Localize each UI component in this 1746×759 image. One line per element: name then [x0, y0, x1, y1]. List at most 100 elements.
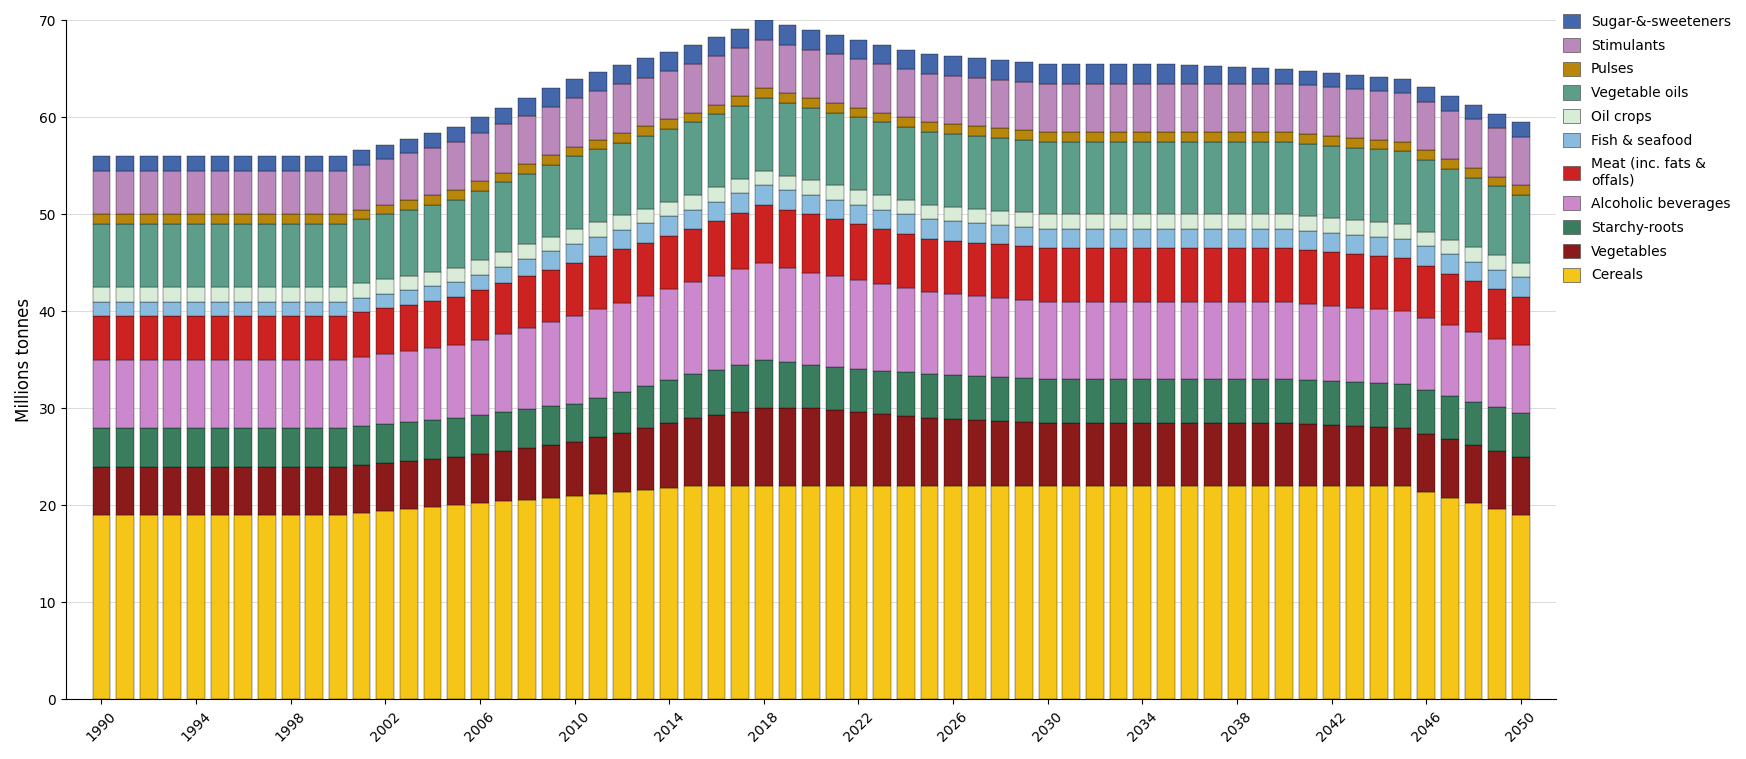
Bar	[353, 313, 370, 357]
Bar	[1227, 380, 1247, 423]
Bar	[1039, 248, 1056, 302]
Bar	[1488, 269, 1507, 289]
Bar	[801, 408, 821, 486]
Bar	[1180, 229, 1198, 248]
Bar	[400, 304, 417, 351]
Bar	[826, 103, 843, 112]
Bar	[494, 502, 512, 699]
Bar	[1465, 332, 1482, 402]
Bar	[306, 156, 323, 171]
Bar	[1133, 65, 1151, 83]
Bar	[967, 420, 985, 486]
Bar	[1063, 248, 1081, 302]
Bar	[187, 287, 204, 302]
Bar	[1063, 423, 1081, 486]
Bar	[826, 55, 843, 103]
Bar	[1063, 132, 1081, 142]
Bar	[1110, 486, 1128, 699]
Bar	[920, 74, 938, 122]
Bar	[637, 58, 655, 77]
Bar	[234, 171, 251, 215]
Bar	[234, 317, 251, 360]
Bar	[967, 376, 985, 420]
Bar	[873, 45, 890, 65]
Bar	[754, 263, 773, 360]
Bar	[1039, 229, 1056, 248]
Bar	[281, 224, 300, 287]
Bar	[590, 256, 608, 310]
Bar	[1158, 65, 1175, 83]
Bar	[519, 115, 536, 164]
Bar	[541, 251, 560, 269]
Bar	[1086, 423, 1103, 486]
Bar	[1063, 83, 1081, 132]
Bar	[211, 467, 229, 515]
Bar	[1110, 423, 1128, 486]
Bar	[281, 360, 300, 428]
Bar	[1488, 408, 1507, 451]
Bar	[613, 65, 630, 84]
Bar	[117, 287, 134, 302]
Bar	[897, 215, 915, 234]
Bar	[1180, 302, 1198, 380]
Bar	[1063, 142, 1081, 215]
Bar	[471, 339, 489, 415]
Bar	[1014, 227, 1034, 247]
Bar	[1039, 83, 1056, 132]
Bar	[1158, 486, 1175, 699]
Bar	[234, 428, 251, 467]
Bar	[754, 98, 773, 171]
Bar	[377, 463, 395, 511]
Bar	[471, 275, 489, 290]
Bar	[1299, 380, 1316, 424]
Bar	[660, 423, 677, 488]
Bar	[1418, 232, 1435, 247]
Bar	[1205, 215, 1222, 229]
Bar	[541, 156, 560, 165]
Bar	[920, 238, 938, 292]
Bar	[873, 486, 890, 699]
Bar	[447, 282, 464, 297]
Bar	[707, 56, 725, 105]
Bar	[1393, 311, 1411, 384]
Bar	[992, 128, 1009, 138]
Bar	[1133, 132, 1151, 142]
Bar	[281, 287, 300, 302]
Bar	[660, 289, 677, 380]
Bar	[660, 52, 677, 71]
Bar	[873, 209, 890, 229]
Bar	[1393, 238, 1411, 258]
Bar	[1110, 302, 1128, 380]
Bar	[945, 134, 962, 206]
Bar	[920, 55, 938, 74]
Bar	[945, 241, 962, 294]
Bar	[1465, 178, 1482, 247]
Bar	[732, 486, 749, 699]
Bar	[613, 143, 630, 216]
Bar	[1418, 433, 1435, 492]
Bar	[328, 156, 347, 171]
Bar	[613, 216, 630, 230]
Bar	[494, 124, 512, 173]
Bar	[93, 302, 110, 317]
Bar	[1086, 215, 1103, 229]
Bar	[826, 367, 843, 411]
Bar	[684, 65, 702, 112]
Bar	[1227, 215, 1247, 229]
Bar	[541, 88, 560, 107]
Bar	[826, 276, 843, 367]
Bar	[519, 409, 536, 448]
Bar	[967, 136, 985, 209]
Bar	[447, 505, 464, 699]
Bar	[1323, 306, 1341, 381]
Bar	[1418, 102, 1435, 150]
Bar	[590, 237, 608, 256]
Bar	[328, 360, 347, 428]
Bar	[1323, 233, 1341, 252]
Bar	[306, 171, 323, 215]
Bar	[117, 171, 134, 215]
Bar	[281, 171, 300, 215]
Bar	[1063, 380, 1081, 423]
Bar	[400, 351, 417, 422]
Bar	[1227, 248, 1247, 302]
